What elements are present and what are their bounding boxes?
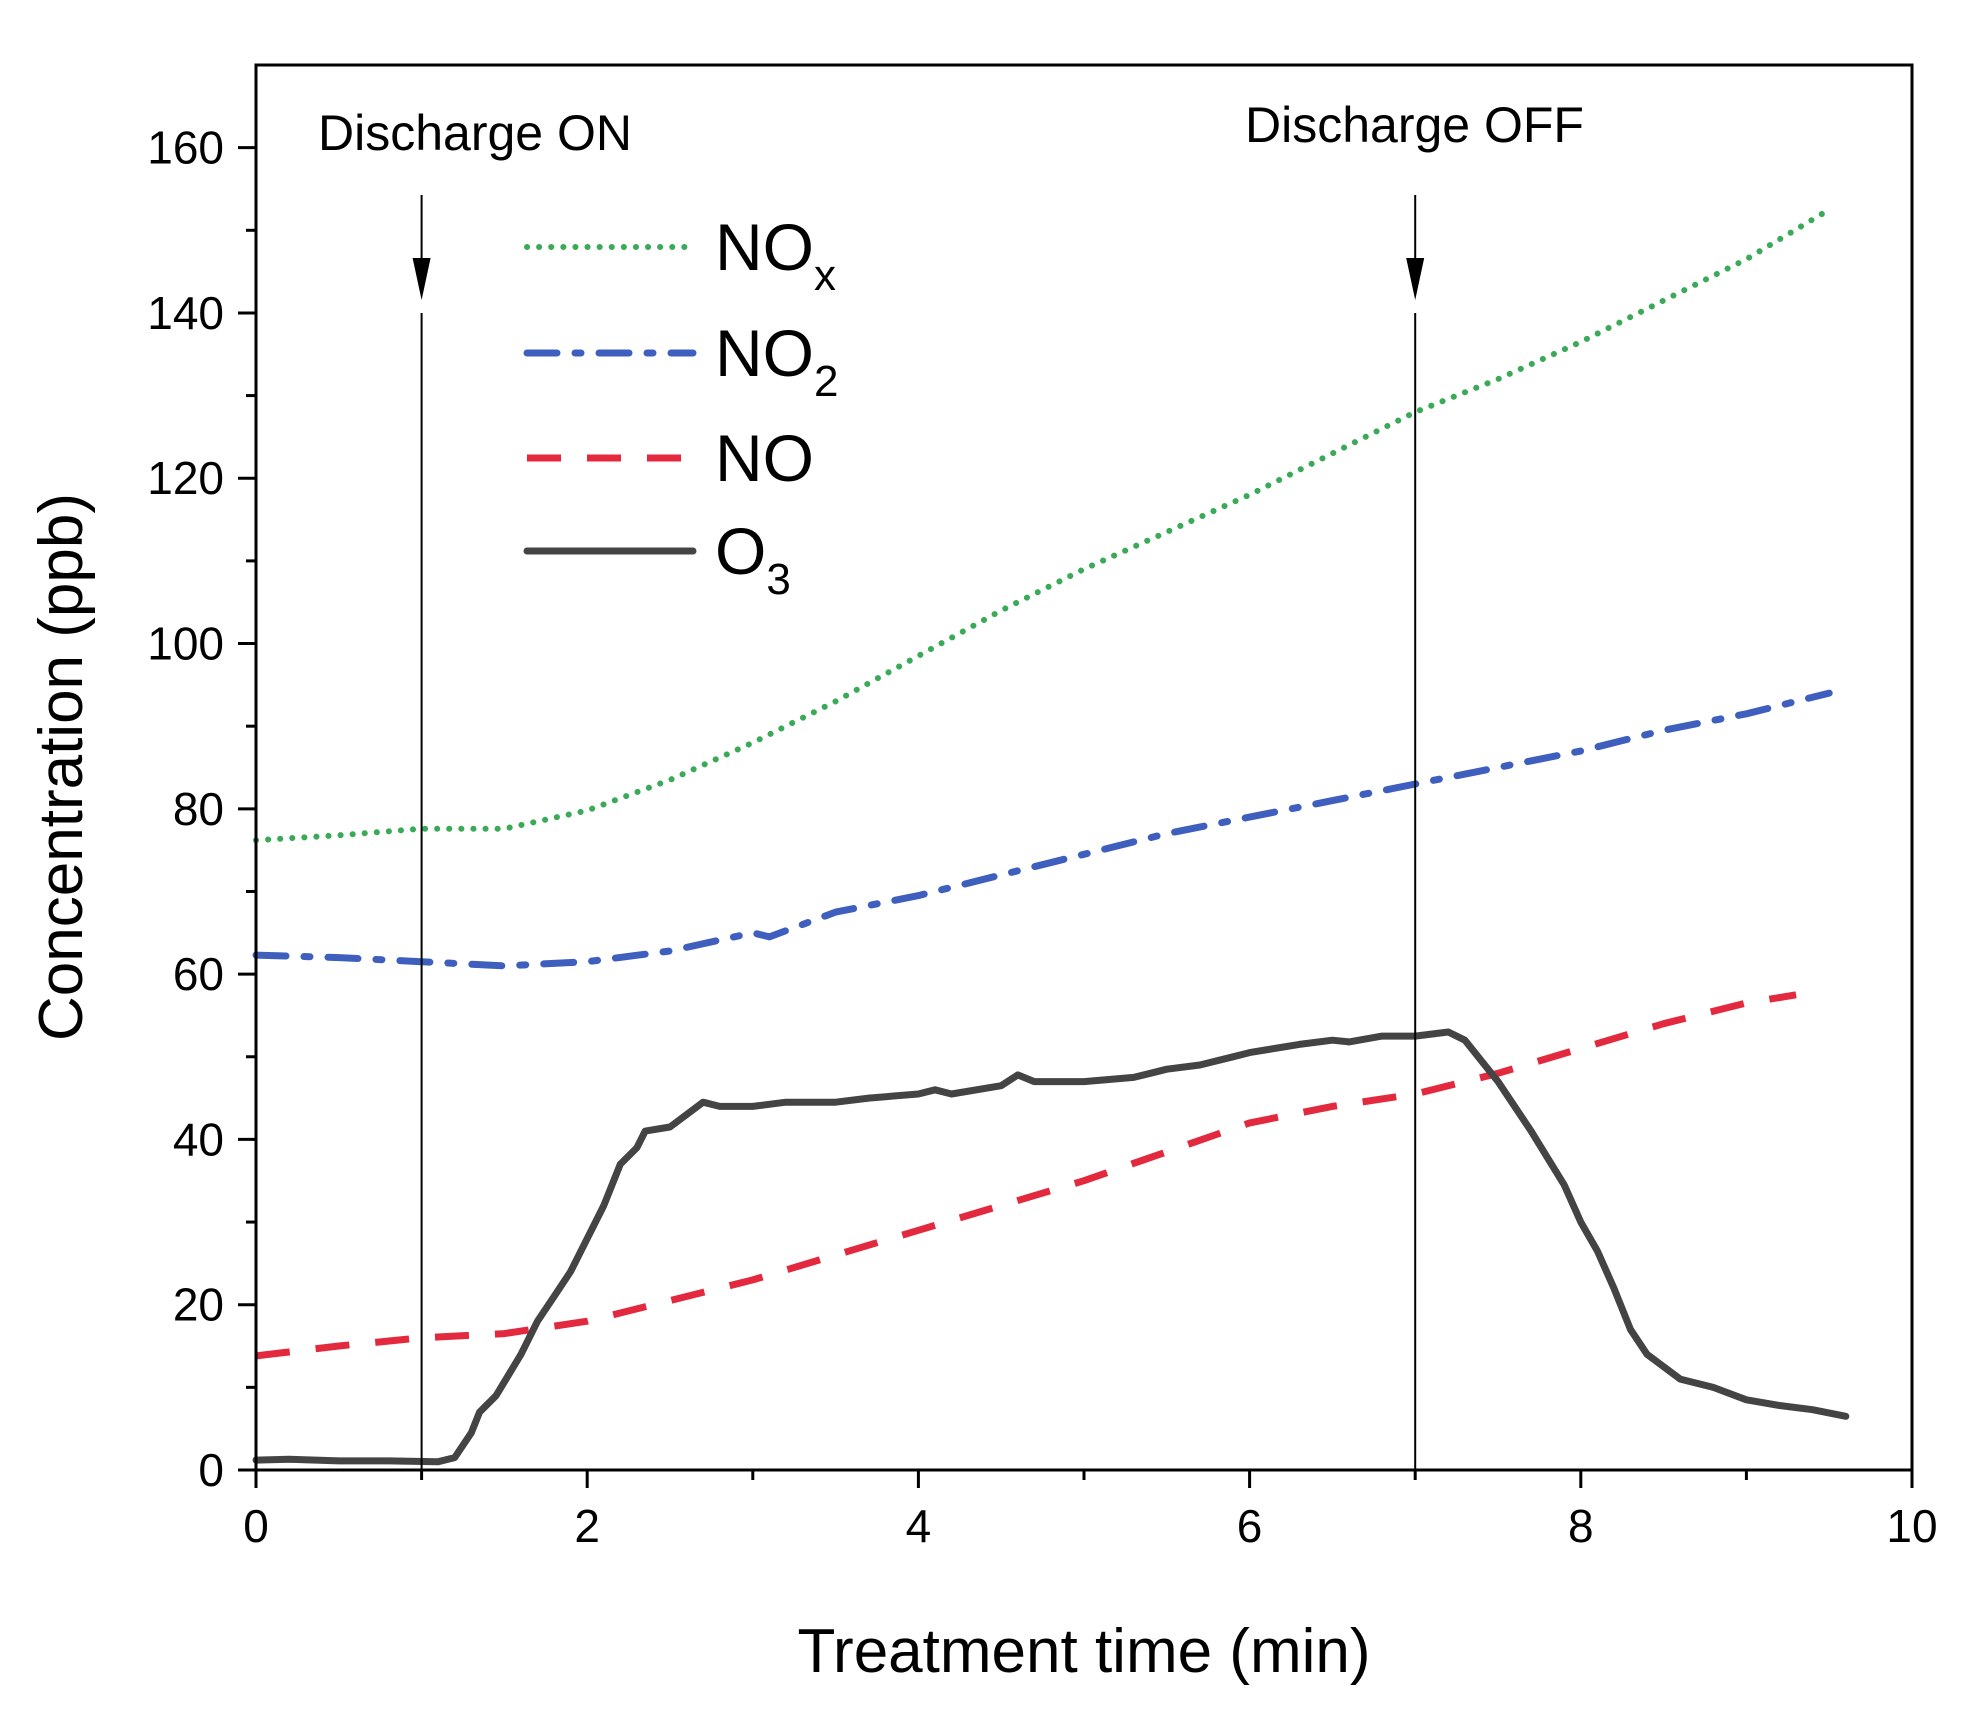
y-axis-title: Concentration (ppb) [27, 493, 96, 1041]
x-axis-title: Treatment time (min) [797, 1617, 1370, 1686]
series-nox-line [253, 206, 1833, 844]
y-tick-label-20: 20 [173, 1279, 224, 1331]
series-o3-line [252, 1028, 1850, 1466]
x-tick-label-2: 2 [574, 1500, 600, 1552]
x-tick-label-8: 8 [1568, 1500, 1594, 1552]
discharge-off-arrow-head [1406, 258, 1425, 300]
x-tick-label-4: 4 [906, 1500, 932, 1552]
y-tick-label-100: 100 [147, 618, 224, 670]
y-tick-label-60: 60 [173, 948, 224, 1000]
y-tick-label-160: 160 [147, 122, 224, 174]
y-tick-label-140: 140 [147, 287, 224, 339]
series-no2-line [252, 689, 1833, 970]
series-no-line [255, 991, 1797, 1360]
x-tick-label-6: 6 [1237, 1500, 1263, 1552]
legend: NOx NO2 NO O3 [523, 210, 838, 604]
y-tick-label-40: 40 [173, 1113, 224, 1165]
legend-label-no: NO [715, 421, 814, 495]
series-layer [252, 206, 1850, 1466]
annotation-layer: Discharge ON Discharge OFF [318, 97, 1584, 1470]
y-tick-label-0: 0 [198, 1444, 224, 1496]
discharge-off-label: Discharge OFF [1245, 97, 1584, 153]
x-tick-label-10: 10 [1886, 1500, 1937, 1552]
x-tick-label-0: 0 [243, 1500, 269, 1552]
y-tick-label-80: 80 [173, 783, 224, 835]
discharge-on-arrow-head [412, 258, 431, 300]
y-tick-label-120: 120 [147, 452, 224, 504]
discharge-on-label: Discharge ON [318, 105, 632, 161]
legend-label-nox: NOx [715, 210, 836, 300]
legend-label-o3: O3 [715, 514, 791, 604]
legend-label-no2: NO2 [715, 316, 838, 406]
